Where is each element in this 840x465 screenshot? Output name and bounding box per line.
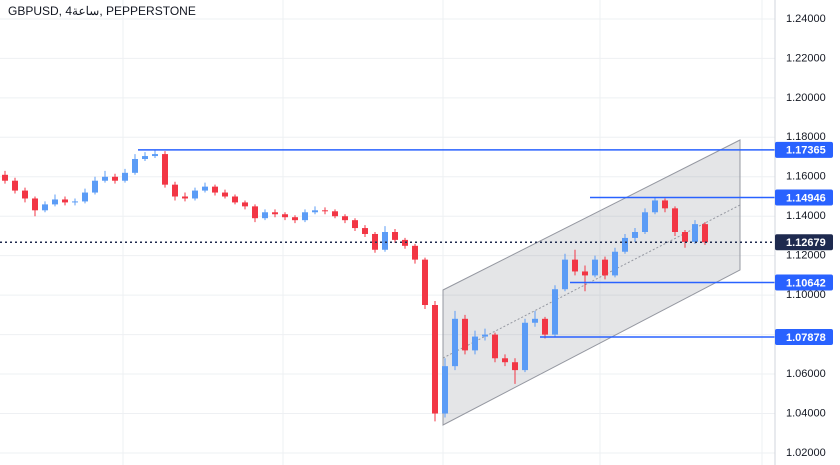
candle-body [102, 176, 108, 181]
candle-body [412, 245, 418, 260]
candle-body [222, 192, 228, 197]
candle-body [332, 211, 338, 217]
candle-body [642, 212, 648, 233]
price-axis-labels: 1.24000 1.22000 1.20000 1.18000 1.16000 1.140… [775, 13, 833, 459]
candle-body [662, 200, 668, 209]
candle-body [582, 271, 588, 276]
candle-body [192, 190, 198, 199]
current-price-label: 1.12679 [786, 237, 826, 249]
candle-body [22, 190, 28, 199]
level-label-box [775, 141, 833, 158]
level-label-box [775, 329, 833, 346]
candle-body [492, 334, 498, 359]
candle-body [302, 212, 308, 221]
candle-body [202, 186, 208, 191]
candle-body [252, 206, 258, 219]
candle-body [152, 154, 158, 157]
candle-body [452, 318, 458, 367]
candle-body [482, 334, 488, 337]
candle-body [52, 199, 58, 205]
y-tick-label: 1.12000 [786, 250, 826, 262]
candle-body [92, 180, 98, 193]
candle-body [422, 259, 428, 306]
y-tick-label: 1.22000 [786, 52, 826, 64]
candle-body [312, 210, 318, 213]
candle-body [442, 366, 448, 414]
candle-body [652, 200, 658, 213]
y-tick-label: 1.20000 [786, 92, 826, 104]
candle-body [622, 237, 628, 252]
vertical-grid [122, 0, 763, 465]
candle-body [362, 228, 368, 234]
candle-body [612, 251, 618, 276]
levels [0, 149, 775, 338]
candle-body [262, 212, 268, 219]
y-tick-label: 1.02000 [786, 447, 826, 459]
level-label: 1.07878 [786, 332, 826, 344]
candle-body [72, 201, 78, 203]
price-axis [775, 0, 840, 465]
y-tick-label: 1.18000 [786, 131, 826, 143]
candle-body [162, 154, 168, 185]
candle-body [172, 184, 178, 197]
candle-body [212, 186, 218, 193]
candle-body [392, 232, 398, 240]
candle-body [522, 322, 528, 371]
candle-body [2, 174, 8, 181]
y-tick-label: 1.24000 [786, 13, 826, 25]
candle-body [592, 259, 598, 276]
candle-body [282, 214, 288, 218]
candle-body [542, 318, 548, 335]
candle-body [462, 318, 468, 351]
candle-body [82, 192, 88, 202]
y-tick-label: 1.04000 [786, 407, 826, 419]
candle-body [672, 208, 678, 233]
candle-body [572, 259, 578, 272]
candles [2, 149, 708, 422]
candle-body [242, 202, 248, 207]
candle-body [62, 199, 68, 203]
candle-body [502, 358, 508, 363]
candle-body [532, 318, 538, 323]
candle-body [132, 159, 138, 173]
candle-body [272, 212, 278, 215]
current-price-box [775, 234, 833, 251]
candle-body [512, 362, 518, 371]
level-label-box [775, 274, 833, 291]
y-tick-label: 1.06000 [786, 368, 826, 380]
candle-body [182, 196, 188, 199]
candle-body [12, 180, 18, 191]
level-label: 1.17365 [786, 145, 826, 157]
candle-body [702, 224, 708, 243]
candle-body [432, 305, 438, 414]
level-label-box [775, 189, 833, 206]
candle-body [322, 210, 328, 212]
candle-body [382, 232, 388, 250]
y-tick-label: 1.16000 [786, 171, 826, 183]
candle-body [682, 232, 688, 242]
candle-body [562, 259, 568, 290]
candle-body [142, 156, 148, 160]
y-tick-label: 1.14000 [786, 210, 826, 222]
candle-body [42, 204, 48, 211]
horizontal-grid [0, 18, 775, 454]
candle-body [352, 220, 358, 229]
candle-body [552, 289, 558, 335]
candle-body [692, 224, 698, 242]
level-label: 1.14946 [786, 192, 826, 204]
candle-body [112, 176, 118, 181]
y-tick-label: 1.10000 [786, 289, 826, 301]
candle-body [292, 217, 298, 221]
candle-body [32, 198, 38, 211]
chart-title: GBPUSD, 4ساعة, PEPPERSTONE [8, 4, 196, 18]
candle-body [472, 336, 478, 351]
level-label: 1.10642 [786, 277, 826, 289]
candle-body [122, 172, 128, 181]
candle-body [342, 216, 348, 221]
candle-body [602, 259, 608, 276]
candle-body [632, 232, 638, 238]
candle-body [232, 196, 238, 203]
